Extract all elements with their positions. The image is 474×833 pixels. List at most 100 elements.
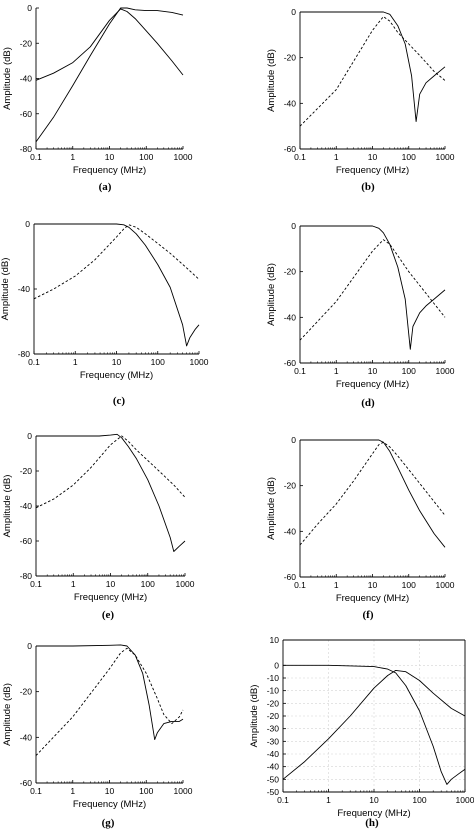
- panel-caption: (b): [361, 181, 375, 193]
- x-tick-label: 1000: [174, 786, 193, 796]
- panel-caption: (h): [365, 817, 379, 829]
- y-tick-label: -80: [18, 349, 31, 359]
- y-tick-label: -10: [267, 673, 280, 683]
- y-tick-label: -60: [284, 358, 297, 368]
- y-tick-label: 0: [27, 3, 32, 13]
- series-2-line: [299, 239, 446, 341]
- chart-panel-e: 0.1 1 10 100 1000 0 -20 -40 -60 -80 Frequency (MHz…: [2, 431, 195, 621]
- series-2-line: [35, 647, 184, 756]
- y-tick-label: 0: [291, 221, 296, 231]
- x-tick-label: 1000: [176, 579, 195, 589]
- x-tick-label: 1: [334, 366, 339, 376]
- y-tick-label: -30: [267, 736, 280, 746]
- x-tick-label: 1000: [436, 580, 455, 590]
- x-tick-label: 10: [105, 152, 115, 162]
- x-tick-label: 1: [334, 580, 339, 590]
- x-axis-title: Frequency (MHz): [336, 165, 409, 176]
- chart-panel-c: 0.1 1 10 100 1000 0 -40 -80 Frequency (MHz) Ampli…: [0, 219, 209, 407]
- y-tick-label: 0: [27, 641, 32, 651]
- y-tick-label: 0: [274, 660, 279, 670]
- y-tick-label: 0: [25, 219, 30, 229]
- y-tick-label: -60: [284, 144, 297, 154]
- x-tick-label: 10: [368, 580, 378, 590]
- x-tick-label: 100: [412, 795, 426, 805]
- y-tick-label: 10: [270, 635, 280, 645]
- x-tick-label: 10: [112, 357, 122, 367]
- x-axis-title: Frequency (MHz): [336, 379, 409, 390]
- x-tick-label: 1000: [456, 795, 474, 805]
- y-tick-label: -40: [267, 762, 280, 772]
- x-tick-label: 10: [369, 795, 379, 805]
- y-tick-label: -40: [20, 501, 33, 511]
- x-tick-label: 1: [71, 579, 76, 589]
- y-tick-label: -60: [20, 778, 33, 788]
- x-tick-label: 0.1: [28, 357, 40, 367]
- chart-panel-h: 0.1 1 10 100 1000100-10-10-20-20-30-30-40-40…: [249, 635, 474, 829]
- x-tick-label: 1: [70, 152, 75, 162]
- series-1-line: [283, 664, 466, 785]
- x-tick-label: 1000: [436, 152, 455, 162]
- y-tick-label: -20: [284, 481, 297, 491]
- y-tick-label: -40: [284, 98, 297, 108]
- x-tick-label: 100: [151, 357, 165, 367]
- y-axis-title: Amplitude (dB): [266, 477, 277, 540]
- x-tick-label: 100: [141, 579, 155, 589]
- x-tick-label: 0.1: [30, 579, 42, 589]
- y-tick-label: 0: [291, 435, 296, 445]
- series-1-line: [35, 7, 184, 143]
- chart-panel-f: 0.1 1 10 100 1000 0 -20 -40 -60 Frequency (MHz) Am…: [266, 435, 455, 621]
- x-tick-label: 1: [326, 795, 331, 805]
- series-2-line: [33, 224, 200, 300]
- chart-panel-a: 0.1 1 10 100 1000 0 -20 -40 -60 -80 Frequency (MHz…: [2, 3, 193, 193]
- y-tick-label: -40: [20, 732, 33, 742]
- x-tick-label: 100: [139, 152, 153, 162]
- series-1-line: [300, 11, 446, 123]
- y-axis-title: Amplitude (dB): [0, 258, 11, 321]
- y-tick-label: -80: [20, 571, 33, 581]
- series-1-line: [36, 433, 186, 552]
- y-tick-label: -50: [267, 774, 280, 784]
- y-tick-label: -40: [20, 74, 33, 84]
- y-axis-title: Amplitude (dB): [2, 475, 13, 538]
- y-tick-label: 0: [291, 7, 296, 17]
- x-tick-label: 0.1: [294, 580, 306, 590]
- series-2-line: [35, 435, 186, 509]
- series-2-line: [282, 669, 466, 780]
- chart-panel-b: 0.1 1 10 100 1000 0 -20 -40 -60 Frequency (MHz) Am…: [266, 7, 455, 193]
- panel-caption: (f): [363, 609, 374, 621]
- x-tick-label: 0.1: [294, 366, 306, 376]
- y-tick-label: -60: [20, 536, 33, 546]
- series-1-line: [300, 439, 446, 548]
- x-tick-label: 0.1: [30, 786, 42, 796]
- x-axis-title: Frequency (MHz): [73, 165, 146, 176]
- x-axis-title: Frequency (MHz): [73, 799, 146, 810]
- series-1-line: [36, 644, 184, 741]
- panel-caption: (g): [102, 817, 115, 829]
- x-tick-label: 0.1: [294, 152, 306, 162]
- x-tick-label: 100: [402, 366, 416, 376]
- chart-panel-d: 0.1 1 10 100 1000 0 -20 -40 -60 Frequency (MHz) Am…: [266, 221, 455, 409]
- panel-caption: (c): [113, 395, 126, 407]
- y-tick-label: -20: [20, 687, 33, 697]
- y-tick-label: -80: [20, 144, 33, 154]
- y-tick-label: -50: [267, 787, 280, 797]
- y-axis-title: Amplitude (dB): [266, 263, 277, 326]
- y-tick-label: -20: [284, 53, 297, 63]
- x-tick-label: 100: [402, 580, 416, 590]
- x-tick-label: 1: [334, 152, 339, 162]
- y-axis-title: Amplitude (dB): [2, 683, 13, 746]
- x-tick-label: 1: [73, 357, 78, 367]
- y-axis-title: Amplitude (dB): [2, 47, 13, 110]
- y-axis-title: Amplitude (dB): [266, 49, 277, 112]
- series-1-line: [34, 223, 200, 347]
- series-2-line: [35, 8, 184, 81]
- x-tick-label: 0.1: [30, 152, 42, 162]
- series-2-line: [299, 16, 446, 127]
- y-tick-label: -40: [284, 312, 297, 322]
- x-axis-title: Frequency (MHz): [74, 592, 147, 603]
- series-2-line: [299, 441, 446, 546]
- x-tick-label: 0.1: [277, 795, 289, 805]
- y-tick-label: -20: [20, 38, 33, 48]
- x-tick-label: 100: [139, 786, 153, 796]
